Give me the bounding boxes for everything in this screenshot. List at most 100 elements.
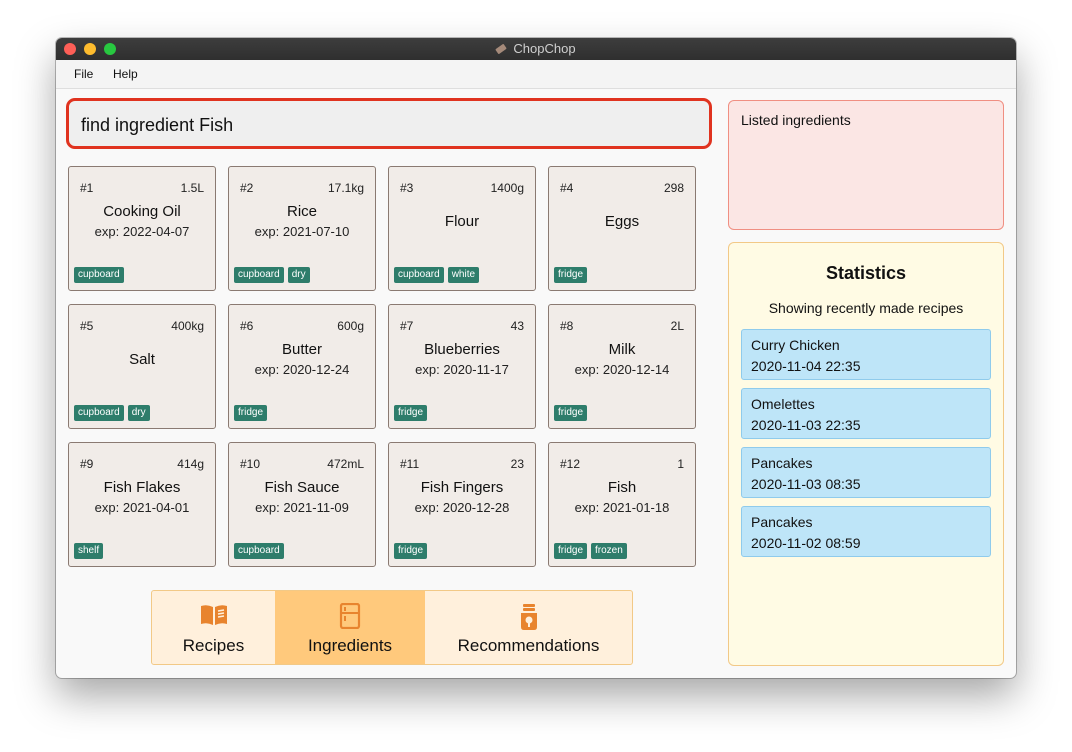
ingredient-quantity: 472mL <box>327 457 364 471</box>
tab-recommendations[interactable]: Recommendations <box>425 591 632 664</box>
ingredient-tags: cupboard dry <box>74 405 150 421</box>
tab-recipes-label: Recipes <box>182 636 245 655</box>
ingredient-name: Cooking Oil <box>103 203 181 220</box>
ingredient-tag: fridge <box>394 405 428 421</box>
ingredient-card[interactable]: #5 400kg Salt cupboard dry <box>68 304 216 429</box>
app-window: ChopChop File Help #1 1.5L Cooking Oil exp:… <box>56 38 1016 678</box>
window-title: ChopChop <box>513 41 576 56</box>
ingredient-tags: cupboard <box>234 543 284 559</box>
app-icon <box>495 43 508 55</box>
ingredient-quantity: 1400g <box>490 181 524 195</box>
ingredient-card[interactable]: #10 472mL Fish Sauce exp: 2021-11-09 cupboar… <box>228 442 376 567</box>
close-window-button[interactable] <box>64 43 76 55</box>
ingredient-name: Flour <box>444 213 480 230</box>
recent-recipe-name: Curry Chicken <box>751 337 840 353</box>
ingredient-index: #10 <box>240 457 261 471</box>
ingredient-tag: cupboard <box>74 267 124 283</box>
ingredient-quantity: 1.5L <box>180 181 204 195</box>
ingredient-card[interactable]: #8 2L Milk exp: 2020-12-14 fridge <box>548 304 696 429</box>
ingredient-expiry: exp: 2021-01-18 <box>574 500 670 515</box>
ingredient-tag: fridge <box>234 405 268 421</box>
ingredient-quantity: 2L <box>670 319 684 333</box>
ingredient-expiry: exp: 2020-12-24 <box>254 362 350 377</box>
recent-recipe-time: 2020-11-03 08:35 <box>751 476 861 492</box>
minimize-window-button[interactable] <box>84 43 96 55</box>
result-display: Listed ingredients <box>728 100 1004 230</box>
ingredient-name: Butter <box>281 341 323 358</box>
ingredient-name: Salt <box>129 351 155 368</box>
recent-recipe-item[interactable]: Omelettes 2020-11-03 22:35 <box>741 388 991 439</box>
fridge-icon <box>339 603 361 629</box>
ingredient-card[interactable]: #3 1400g Flour cupboard white <box>388 166 536 291</box>
ingredient-expiry: exp: 2020-11-17 <box>415 362 509 377</box>
recent-recipe-item[interactable]: Pancakes 2020-11-02 08:59 <box>741 506 991 557</box>
ingredient-tags: fridge <box>234 405 268 421</box>
ingredient-card[interactable]: #2 17.1kg Rice exp: 2021-07-10 cupboard dry <box>228 166 376 291</box>
tab-ingredients[interactable]: Ingredients <box>275 591 425 664</box>
ingredient-index: #7 <box>400 319 414 333</box>
ingredient-tag: cupboard <box>394 267 444 283</box>
ingredient-card[interactable]: #11 23 Fish Fingers exp: 2020-12-28 fridge <box>388 442 536 567</box>
ingredient-quantity: 23 <box>510 457 524 471</box>
ingredient-expiry: exp: 2021-07-10 <box>254 224 350 239</box>
lightbulb-icon <box>520 604 537 630</box>
ingredient-expiry: exp: 2021-11-09 <box>255 500 349 515</box>
ingredient-tag: dry <box>287 267 310 283</box>
command-box[interactable] <box>66 98 712 149</box>
ingredient-tag: fridge <box>554 405 588 421</box>
ingredient-tags: fridge <box>394 405 428 421</box>
recent-recipe-name: Pancakes <box>751 514 813 530</box>
menu-help[interactable]: Help <box>113 67 138 81</box>
ingredient-tags: cupboard white <box>394 267 480 283</box>
ingredient-tag: fridge <box>554 267 588 283</box>
ingredient-index: #11 <box>400 457 420 471</box>
ingredient-index: #9 <box>80 457 94 471</box>
tab-recommendations-label: Recommendations <box>457 636 600 655</box>
ingredient-index: #6 <box>240 319 254 333</box>
menu-file[interactable]: File <box>74 67 94 81</box>
ingredient-name: Fish Sauce <box>264 479 340 496</box>
ingredient-index: #5 <box>80 319 94 333</box>
ingredient-tag: cupboard <box>234 543 284 559</box>
command-input[interactable] <box>81 115 691 136</box>
ingredient-card[interactable]: #6 600g Butter exp: 2020-12-24 fridge <box>228 304 376 429</box>
ingredient-name: Rice <box>286 203 317 220</box>
recent-recipe-time: 2020-11-02 08:59 <box>751 535 861 551</box>
menu-bar: File Help <box>56 60 1016 89</box>
ingredient-card[interactable]: #4 298 Eggs fridge <box>548 166 696 291</box>
ingredient-tag: dry <box>127 405 150 421</box>
ingredient-name: Milk <box>608 341 636 358</box>
ingredient-name: Fish Fingers <box>420 479 504 496</box>
ingredient-index: #8 <box>560 319 574 333</box>
recent-recipe-time: 2020-11-04 22:35 <box>751 358 861 374</box>
ingredient-card[interactable]: #9 414g Fish Flakes exp: 2021-04-01 shelf <box>68 442 216 567</box>
statistics-subtitle: Showing recently made recipes <box>768 300 964 316</box>
ingredient-index: #2 <box>240 181 254 195</box>
ingredient-expiry: exp: 2021-04-01 <box>94 500 190 515</box>
ingredient-tags: fridge frozen <box>554 543 627 559</box>
ingredient-quantity: 43 <box>510 319 524 333</box>
ingredient-index: #3 <box>400 181 414 195</box>
ingredient-tags: fridge <box>394 543 428 559</box>
statistics-title: Statistics <box>825 263 907 283</box>
ingredient-tag: cupboard <box>234 267 284 283</box>
ingredient-name: Blueberries <box>424 341 500 358</box>
ingredient-tag: fridge <box>554 543 588 559</box>
ingredient-quantity: 600g <box>337 319 364 333</box>
recent-recipe-time: 2020-11-03 22:35 <box>751 417 861 433</box>
ingredient-expiry: exp: 2022-04-07 <box>94 224 190 239</box>
tab-recipes[interactable]: Recipes <box>152 591 275 664</box>
recent-recipe-item[interactable]: Pancakes 2020-11-03 08:35 <box>741 447 991 498</box>
ingredient-card[interactable]: #1 1.5L Cooking Oil exp: 2022-04-07 cupboard <box>68 166 216 291</box>
recent-recipe-item[interactable]: Curry Chicken 2020-11-04 22:35 <box>741 329 991 380</box>
recent-recipe-name: Pancakes <box>751 455 813 471</box>
ingredient-tags: cupboard <box>74 267 124 283</box>
zoom-window-button[interactable] <box>104 43 116 55</box>
ingredient-card[interactable]: #12 1 Fish exp: 2021-01-18 fridge frozen <box>548 442 696 567</box>
ingredient-index: #1 <box>80 181 94 195</box>
ingredient-name: Fish Flakes <box>103 479 181 496</box>
ingredient-card[interactable]: #7 43 Blueberries exp: 2020-11-17 fridge <box>388 304 536 429</box>
result-message: Listed ingredients <box>741 112 851 128</box>
ingredient-name: Eggs <box>604 213 640 230</box>
ingredient-tag: shelf <box>74 543 104 559</box>
